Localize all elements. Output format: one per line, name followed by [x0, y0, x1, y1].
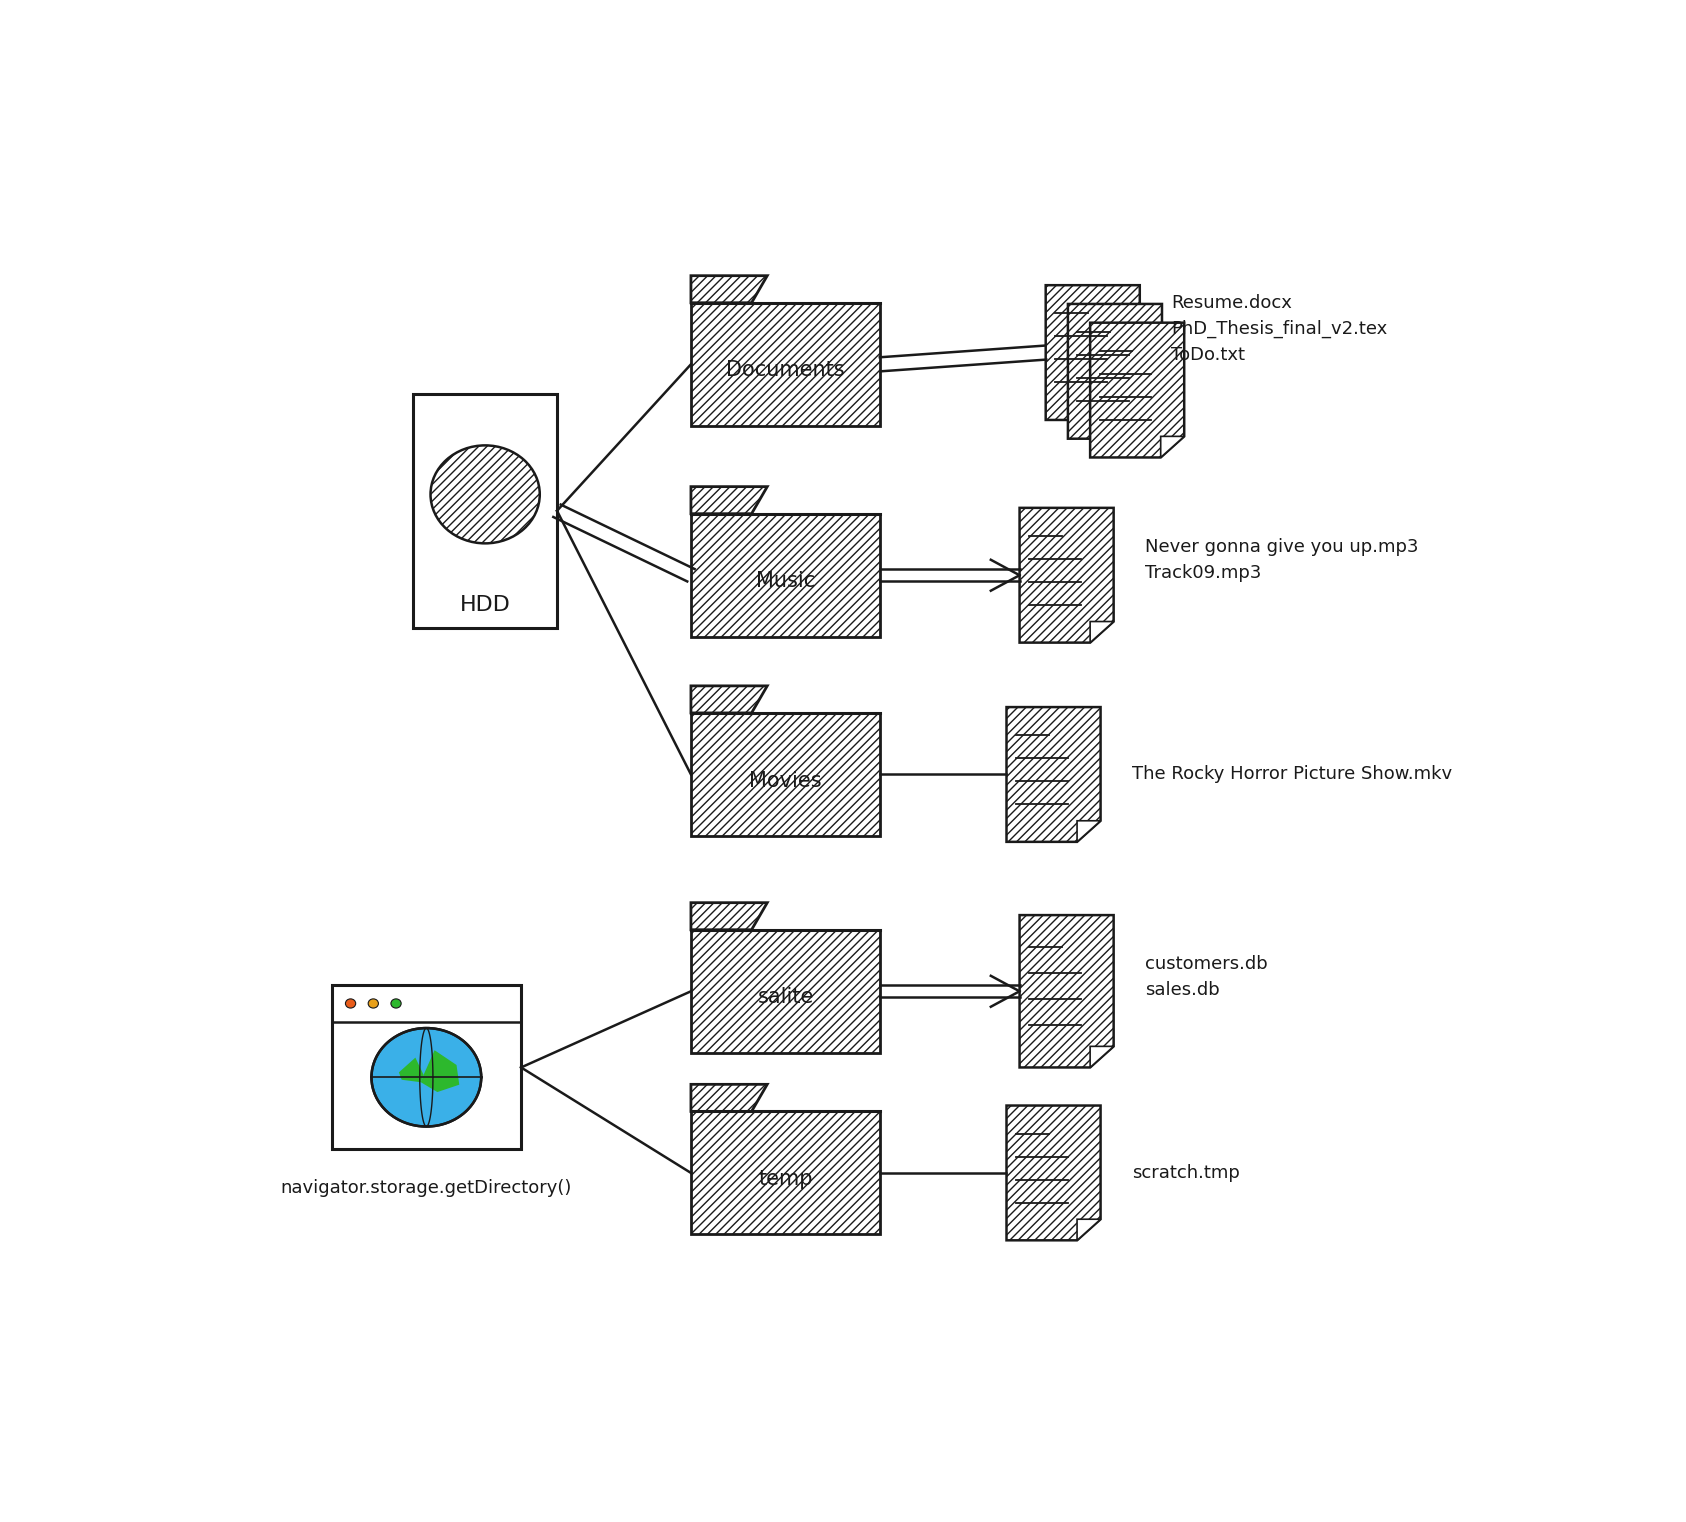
Circle shape	[346, 998, 356, 1008]
Polygon shape	[1091, 1046, 1114, 1067]
Polygon shape	[691, 903, 767, 930]
Bar	[413, 394, 556, 629]
Polygon shape	[691, 1111, 880, 1234]
Polygon shape	[1007, 708, 1101, 842]
Polygon shape	[1045, 285, 1140, 420]
Polygon shape	[691, 275, 767, 303]
Polygon shape	[1091, 323, 1184, 458]
Polygon shape	[400, 1058, 423, 1082]
Polygon shape	[1007, 1105, 1101, 1240]
Text: HDD: HDD	[460, 595, 511, 615]
Polygon shape	[691, 303, 880, 426]
Polygon shape	[422, 1050, 459, 1093]
Circle shape	[391, 998, 401, 1008]
Polygon shape	[1160, 437, 1184, 458]
Polygon shape	[1067, 304, 1162, 438]
Polygon shape	[1116, 399, 1140, 420]
Text: Documents: Documents	[727, 361, 845, 380]
Text: Movies: Movies	[749, 770, 823, 790]
Polygon shape	[691, 712, 880, 836]
Circle shape	[430, 446, 540, 543]
Text: navigator.storage.getDirectory(): navigator.storage.getDirectory()	[280, 1178, 572, 1196]
Text: scratch.tmp: scratch.tmp	[1131, 1164, 1239, 1183]
Polygon shape	[691, 487, 767, 514]
Polygon shape	[1020, 508, 1114, 642]
Polygon shape	[1020, 915, 1114, 1067]
Text: customers.db
sales.db: customers.db sales.db	[1145, 956, 1268, 998]
Circle shape	[368, 998, 378, 1008]
Polygon shape	[691, 930, 880, 1053]
Polygon shape	[1091, 621, 1114, 642]
Polygon shape	[1077, 820, 1101, 842]
Text: temp: temp	[759, 1169, 813, 1189]
Circle shape	[371, 1027, 481, 1126]
Bar	[332, 985, 521, 1149]
Polygon shape	[691, 1084, 767, 1111]
Polygon shape	[691, 514, 880, 636]
Text: Never gonna give you up.mp3
Track09.mp3: Never gonna give you up.mp3 Track09.mp3	[1145, 539, 1418, 581]
Polygon shape	[1077, 1219, 1101, 1240]
Text: The Rocky Horror Picture Show.mkv: The Rocky Horror Picture Show.mkv	[1131, 766, 1452, 784]
Text: Music: Music	[755, 571, 816, 592]
Text: Resume.docx
PhD_Thesis_final_v2.tex
ToDo.txt: Resume.docx PhD_Thesis_final_v2.tex ToDo…	[1172, 294, 1388, 364]
Polygon shape	[1138, 417, 1162, 438]
Polygon shape	[691, 686, 767, 712]
Text: salite: salite	[757, 988, 814, 1008]
